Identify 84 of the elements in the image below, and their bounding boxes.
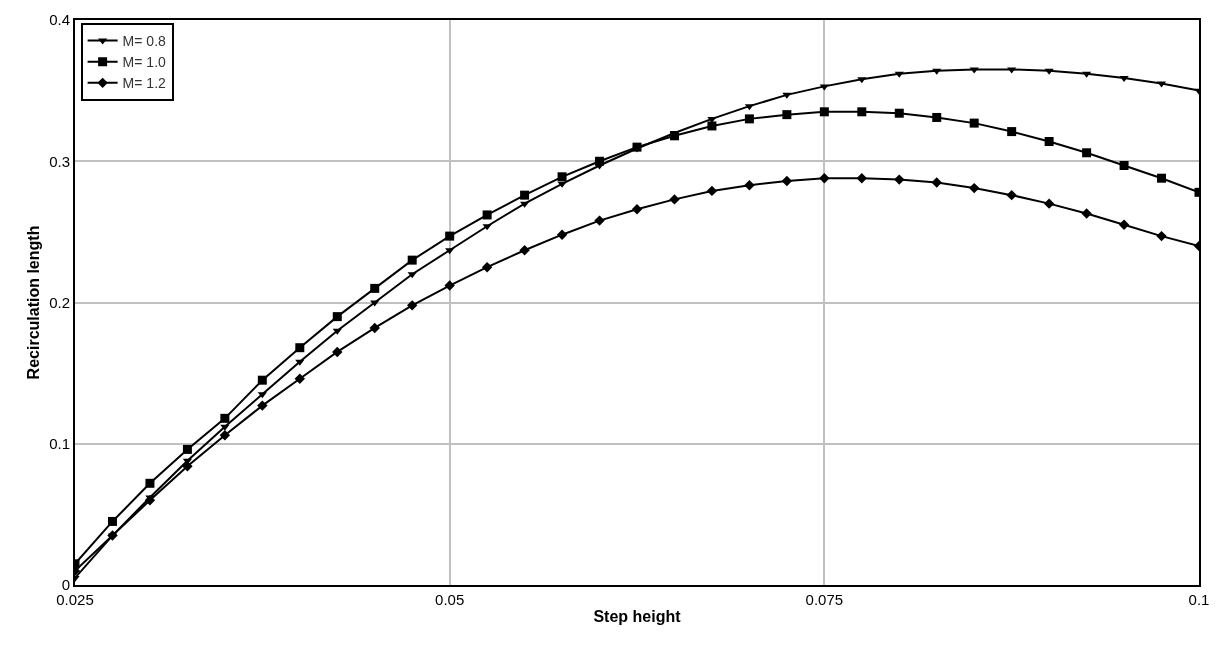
point [369,322,380,334]
point [1044,136,1054,146]
point [407,300,418,311]
point [1119,160,1129,170]
point [669,131,679,141]
point [519,245,530,256]
x-tick-label: 0.05 [435,591,465,608]
point [182,444,192,454]
point [632,142,642,152]
point [370,283,380,293]
legend-label: M= 0.8 [122,32,167,49]
point [631,204,643,215]
point [1007,127,1017,137]
point [220,413,230,423]
point [744,114,754,124]
point [295,359,305,366]
legend-label: M= 1.0 [122,54,167,71]
point [819,173,830,184]
legend-label: M= 1.2 [122,75,167,92]
point [444,280,455,291]
point [182,461,193,472]
point [706,185,718,197]
y-tick-label: 0 [61,576,70,594]
point [219,430,231,441]
point [557,172,567,182]
point [1118,219,1130,231]
point [894,174,905,185]
point [932,112,942,122]
point [445,248,455,255]
point [294,373,305,384]
point [1156,230,1167,242]
x-axis-title: Step height [593,608,682,626]
point [144,495,156,506]
point [407,255,417,265]
point [332,346,343,358]
point [969,67,979,74]
point [707,121,717,131]
point [857,107,867,117]
point [481,261,493,273]
point [894,108,904,118]
point [407,272,417,279]
point [332,312,342,322]
point [932,68,942,75]
point [969,118,979,128]
point [445,231,455,241]
y-tick-label: 0.4 [49,11,70,29]
point [782,110,792,120]
point [1081,208,1092,219]
point [1157,173,1167,183]
point [557,181,567,188]
point [556,229,568,240]
point [1006,189,1017,201]
point [931,177,942,188]
y-axis-title: Recirculation length [24,225,42,380]
point [857,77,867,84]
point [1043,198,1055,209]
point [782,92,792,99]
point [482,210,492,220]
point [1007,67,1017,74]
point [669,194,680,205]
point [969,182,980,194]
point [295,343,305,353]
point [594,215,605,226]
point [819,107,829,117]
point [520,190,530,200]
y-tick-label: 0.1 [49,435,70,452]
point [1082,148,1092,158]
point [819,84,829,91]
point [744,180,755,191]
point [257,375,267,385]
point [856,173,867,184]
x-tick-label: 0.025 [56,591,94,608]
y-tick-label: 0.2 [49,293,70,311]
point [107,516,117,526]
point [781,175,793,187]
y-tick-label: 0.3 [49,152,70,170]
point [482,224,492,231]
point [145,478,155,488]
point [1119,75,1129,82]
x-tick-label: 0.1 [1188,591,1210,608]
point [595,156,605,166]
point [257,392,267,399]
point [257,400,268,411]
x-tick-label: 0.075 [805,591,844,608]
